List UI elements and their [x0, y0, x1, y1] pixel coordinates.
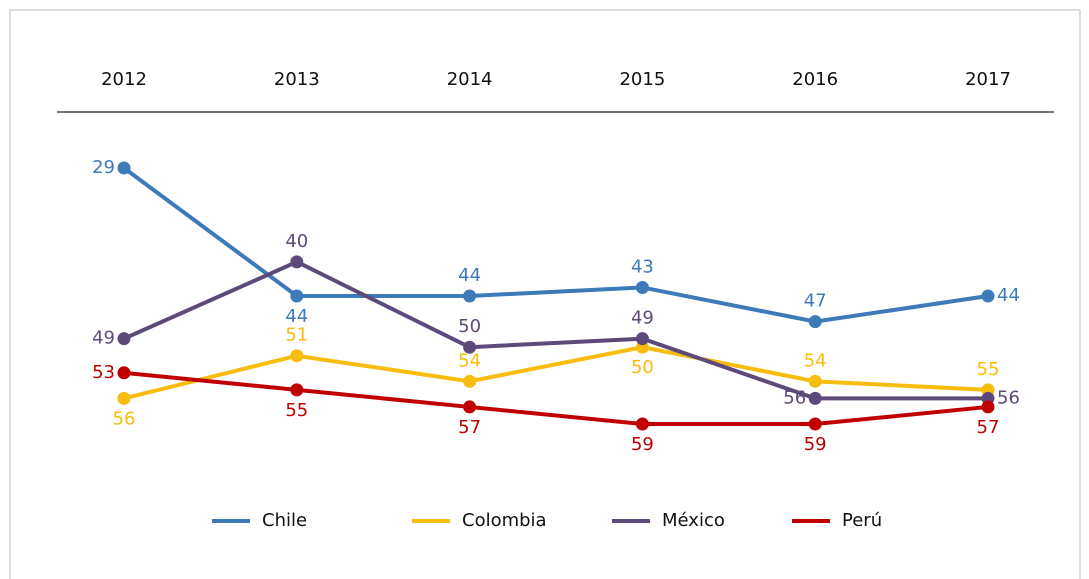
x-tick-label: 2015 — [619, 69, 665, 90]
point — [117, 391, 131, 405]
point — [808, 391, 822, 405]
point — [463, 374, 477, 388]
data-label: 55 — [977, 359, 1000, 380]
data-label: 56 — [997, 387, 1020, 408]
data-label: 49 — [631, 308, 654, 329]
point — [290, 255, 304, 269]
legend-label: Chile — [262, 510, 307, 531]
data-label: 47 — [804, 291, 827, 312]
point — [463, 400, 477, 414]
x-tick-label: 2014 — [447, 69, 493, 90]
point — [808, 417, 822, 431]
data-label: 44 — [458, 265, 481, 286]
point — [117, 366, 131, 380]
series-line — [122, 166, 989, 324]
data-label: 54 — [458, 350, 481, 371]
data-label: 56 — [113, 408, 136, 429]
data-label: 59 — [631, 434, 654, 455]
x-tick-label: 2013 — [274, 69, 320, 90]
point — [290, 289, 304, 303]
series-line — [123, 370, 989, 426]
legend-label: Perú — [842, 510, 882, 531]
legend-label: México — [662, 510, 725, 531]
x-tick-label: 2012 — [101, 69, 147, 90]
point — [635, 280, 649, 294]
series-line — [123, 345, 989, 401]
data-label: 54 — [804, 350, 827, 371]
point — [463, 340, 477, 354]
point — [808, 374, 822, 388]
point — [290, 349, 304, 363]
point — [117, 161, 131, 175]
data-label: 57 — [977, 417, 1000, 438]
point — [808, 315, 822, 329]
point — [290, 383, 304, 397]
data-label: 50 — [458, 316, 481, 337]
point — [981, 400, 995, 414]
data-label: 51 — [285, 325, 308, 346]
data-label: 53 — [92, 362, 115, 383]
legend-label: Colombia — [462, 510, 547, 531]
data-label: 43 — [631, 256, 654, 277]
data-label: 29 — [92, 157, 115, 178]
point — [635, 417, 649, 431]
data-label: 55 — [285, 400, 308, 421]
data-label: 44 — [285, 306, 308, 327]
point — [463, 289, 477, 303]
data-label: 44 — [997, 285, 1020, 306]
frame — [9, 9, 1081, 579]
point — [117, 332, 131, 346]
data-label: 56 — [783, 387, 806, 408]
data-label: 50 — [631, 357, 654, 378]
x-tick-label: 2016 — [792, 69, 838, 90]
data-label: 59 — [804, 434, 827, 455]
data-label: 49 — [92, 328, 115, 349]
series-line — [123, 259, 988, 401]
data-label: 40 — [285, 231, 308, 252]
data-label: 57 — [458, 417, 481, 438]
point — [635, 332, 649, 346]
point — [981, 289, 995, 303]
x-tick-label: 2017 — [965, 69, 1011, 90]
